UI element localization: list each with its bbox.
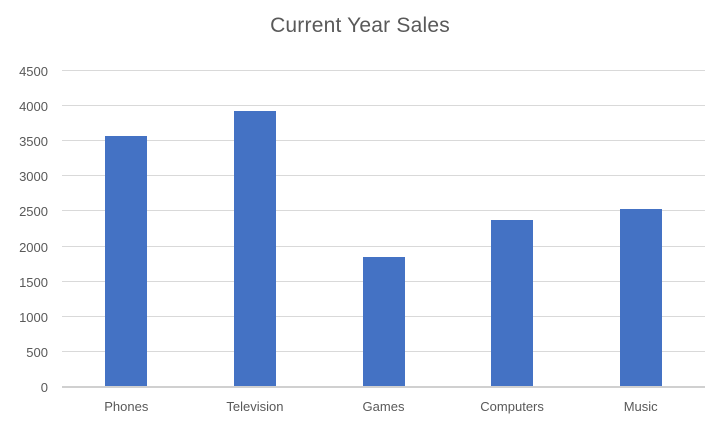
y-tick-label-1500: 1500: [19, 274, 48, 290]
y-tick-label-1000: 1000: [19, 309, 48, 325]
gridline-2500: [62, 210, 705, 212]
gridline-3500: [62, 140, 705, 142]
gridline-4000: [62, 105, 705, 107]
y-tick-label-2000: 2000: [19, 239, 48, 255]
bar-games: [362, 257, 405, 387]
bar-television: [233, 111, 276, 387]
y-tick-label-4000: 4000: [19, 99, 48, 115]
gridline-3000: [62, 175, 705, 177]
bar-computers: [491, 219, 534, 387]
x-category-label-phones: Phones: [104, 399, 149, 414]
x-category-label-games: Games: [362, 399, 405, 414]
chart-title: Current Year Sales: [270, 14, 450, 37]
y-tick-label-2500: 2500: [19, 204, 48, 220]
y-tick-label-3500: 3500: [19, 134, 48, 150]
x-category-label-computers: Computers: [480, 399, 544, 414]
y-tick-label-0: 0: [40, 380, 48, 395]
y-tick-label-500: 500: [26, 344, 48, 360]
gridline-4500: [62, 70, 705, 71]
gridline-2000: [62, 245, 705, 247]
y-tick-label-3000: 3000: [19, 169, 48, 185]
bar-phones: [105, 136, 148, 387]
bar-music: [619, 209, 662, 387]
x-axis-line: [62, 386, 705, 388]
x-category-label-music: Music: [623, 399, 658, 414]
plot-area: [62, 70, 705, 388]
y-tick-label-4500: 4500: [19, 64, 48, 79]
x-category-label-television: Television: [226, 399, 284, 414]
